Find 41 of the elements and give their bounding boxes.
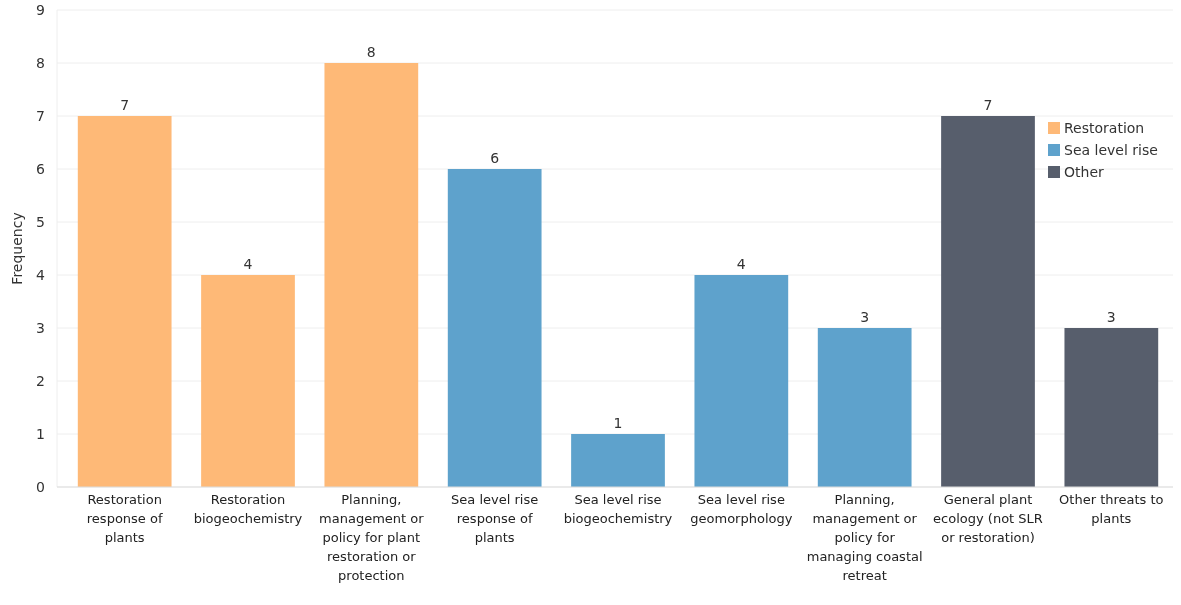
y-tick-label: 1 [36, 425, 45, 442]
bar [324, 63, 419, 487]
data-label: 4 [243, 256, 253, 272]
x-tick-label: Planning, management or policy for managing coastal retreat [806, 492, 923, 583]
data-label: 8 [366, 44, 376, 60]
x-tick-label: Restoration biogeochemistry [193, 492, 303, 526]
x-tick-label: Sea level rise response of plants [451, 492, 539, 545]
y-tick-label: 9 [36, 1, 45, 18]
x-tick-label: Planning, management or policy for plant restoration or protection [319, 492, 425, 583]
legend-label: Other [1064, 163, 1104, 180]
bar [201, 275, 295, 487]
data-label: 3 [860, 309, 870, 325]
bar [1064, 328, 1159, 487]
y-tick-label: 3 [36, 319, 45, 336]
y-tick-label: 7 [36, 107, 45, 124]
y-tick-label: 8 [36, 54, 45, 71]
y-axis-title: Frequency [9, 212, 25, 285]
data-label: 4 [736, 256, 746, 272]
legend-label: Restoration [1064, 119, 1145, 136]
y-tick-label: 4 [36, 266, 46, 283]
bar [77, 116, 172, 487]
legend-label: Sea level rise [1064, 141, 1158, 158]
y-tick-label: 5 [36, 213, 45, 230]
x-tick-label: Sea level rise biogeochemistry [563, 492, 673, 526]
data-label: 6 [490, 150, 500, 166]
data-label: 7 [120, 97, 130, 113]
bar [817, 328, 912, 487]
data-label: 3 [1106, 309, 1116, 325]
x-tick-label: Sea level rise geomorphology [690, 492, 793, 526]
data-label: 1 [613, 415, 623, 431]
y-tick-label: 0 [36, 478, 45, 495]
y-tick-label: 6 [36, 160, 46, 177]
x-tick-label: Other threats to plants [1059, 492, 1164, 526]
y-tick-label: 2 [36, 372, 45, 389]
bar [694, 275, 789, 487]
x-tick-label: General plant ecology (not SLR or restoration) [933, 492, 1043, 545]
bar [941, 116, 1035, 487]
bar [447, 169, 542, 487]
bar [571, 434, 665, 487]
x-tick-label: Restoration response of plants [86, 492, 163, 545]
data-label: 7 [983, 97, 993, 113]
